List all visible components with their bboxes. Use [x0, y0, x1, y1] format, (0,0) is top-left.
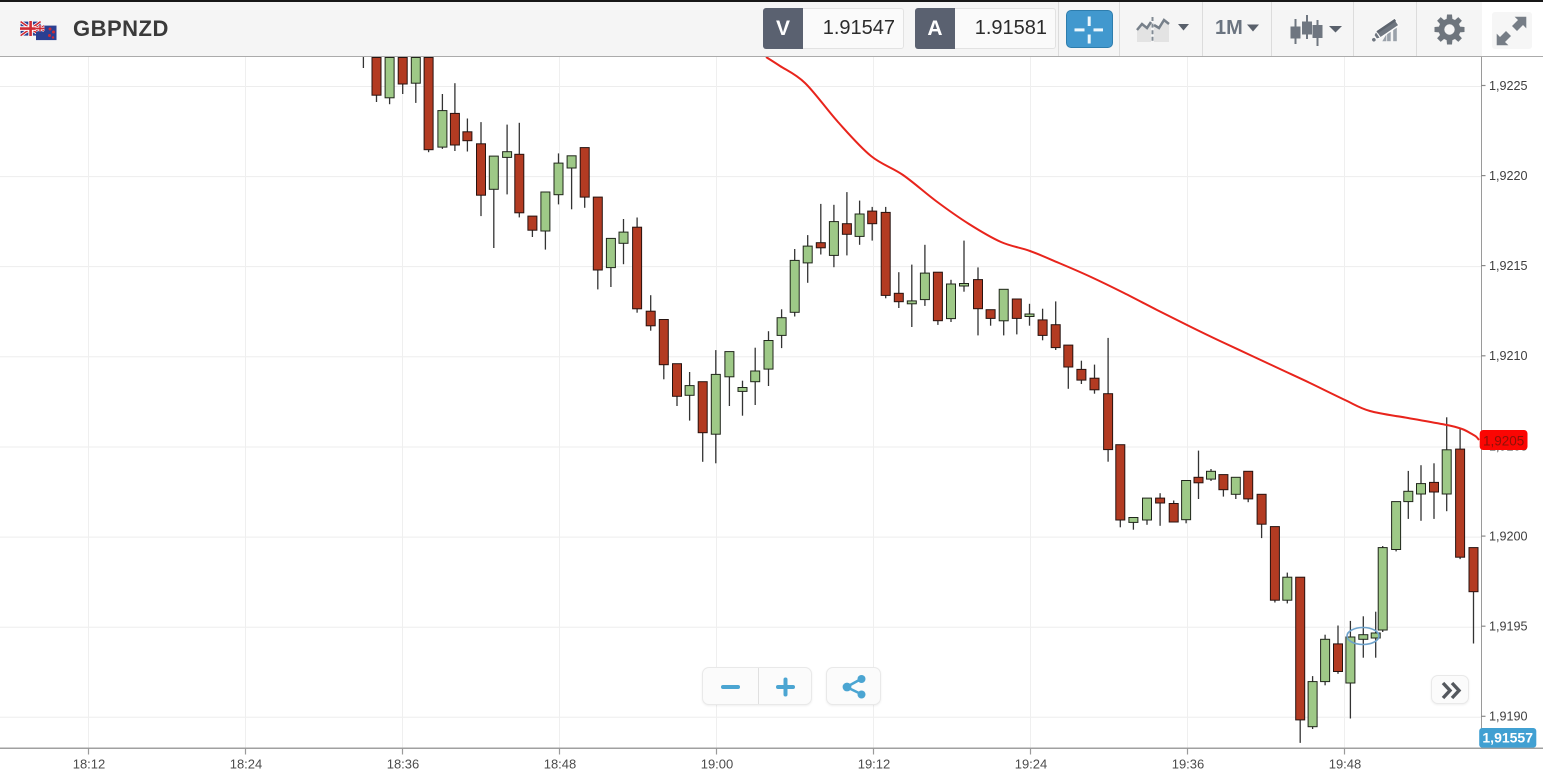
svg-text:19:24: 19:24	[1015, 757, 1048, 772]
svg-text:1,9225: 1,9225	[1489, 79, 1528, 93]
svg-text:18:12: 18:12	[73, 757, 106, 772]
svg-text:1,9210: 1,9210	[1489, 349, 1528, 363]
svg-text:1,9200: 1,9200	[1489, 529, 1528, 543]
svg-text:19:00: 19:00	[701, 757, 734, 772]
svg-text:1,91557: 1,91557	[1482, 730, 1533, 746]
svg-text:19:36: 19:36	[1172, 757, 1205, 772]
svg-text:1,9205: 1,9205	[1483, 434, 1524, 449]
svg-text:19:48: 19:48	[1329, 757, 1362, 772]
svg-text:1,9220: 1,9220	[1489, 169, 1528, 183]
svg-text:18:36: 18:36	[387, 757, 420, 772]
svg-text:19:12: 19:12	[858, 757, 891, 772]
svg-text:18:24: 18:24	[230, 757, 263, 772]
svg-text:18:48: 18:48	[544, 757, 577, 772]
svg-text:1,9190: 1,9190	[1489, 710, 1528, 724]
svg-text:1,9215: 1,9215	[1489, 259, 1528, 273]
svg-text:1,9195: 1,9195	[1489, 620, 1528, 634]
